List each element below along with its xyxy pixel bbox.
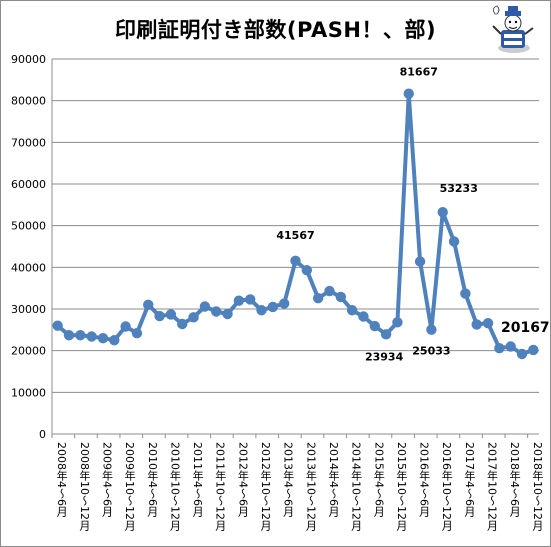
x-tick-label: 2017年10〜12月 xyxy=(486,442,499,531)
data-point xyxy=(324,285,335,297)
y-tick-label: 0 xyxy=(39,428,46,441)
x-tick-label: 2011年4〜6月 xyxy=(191,442,204,517)
x-tick-label: 2018年10〜12月 xyxy=(531,442,544,531)
x-tick-label: 2012年10〜12月 xyxy=(259,442,272,531)
grid xyxy=(52,58,539,393)
data-point xyxy=(290,255,301,267)
data-label: 20167 xyxy=(501,320,550,336)
x-tick-label: 2015年10〜12月 xyxy=(395,442,408,531)
data-point xyxy=(120,321,131,332)
data-label: 23934 xyxy=(365,350,404,363)
data-point xyxy=(392,317,403,328)
data-point xyxy=(369,320,380,332)
x-tick-label: 2009年4〜6月 xyxy=(100,442,113,517)
data-point xyxy=(256,305,267,316)
x-tick-label: 2013年4〜6月 xyxy=(282,442,295,517)
x-tick-label: 2016年4〜6月 xyxy=(418,442,431,517)
data-point xyxy=(165,309,177,320)
x-tick-label: 2014年4〜6月 xyxy=(327,442,340,517)
data-point xyxy=(335,291,347,303)
y-tick-label: 20000 xyxy=(11,345,46,358)
data-point xyxy=(131,327,143,339)
data-point xyxy=(414,256,426,267)
data-point xyxy=(97,332,109,344)
data-point xyxy=(346,305,358,316)
series-line xyxy=(56,91,535,356)
x-tick-label: 2013年10〜12月 xyxy=(304,442,317,531)
data-label: 53233 xyxy=(440,182,478,195)
data-point xyxy=(426,324,437,335)
y-tick-label: 50000 xyxy=(11,220,46,233)
x-tick-labels: 2008年4〜6月 2008年10〜12月 2009年4〜6月 2009年10〜12月… xyxy=(55,442,544,531)
data-labels: 41567 23934 81667 25033 53233 20167 xyxy=(276,66,549,364)
x-tick-label: 2016年10〜12月 xyxy=(440,442,453,531)
data-point xyxy=(437,206,448,218)
data-point xyxy=(505,341,516,352)
data-point xyxy=(312,292,324,304)
data-point xyxy=(267,301,279,313)
x-tick-label: 2017年4〜6月 xyxy=(463,442,476,517)
y-tick-label: 60000 xyxy=(11,178,46,191)
data-point xyxy=(528,344,539,356)
x-tick-label: 2010年10〜12月 xyxy=(168,442,181,531)
data-point xyxy=(403,88,414,99)
y-tick-label: 70000 xyxy=(11,136,46,149)
data-point xyxy=(380,329,392,340)
data-point xyxy=(143,299,154,311)
data-point xyxy=(244,294,256,305)
x-tick-label: 2014年10〜12月 xyxy=(350,442,363,531)
x-tick-label: 2008年10〜12月 xyxy=(78,442,91,531)
x-tick-label: 2015年4〜6月 xyxy=(372,442,385,517)
data-point xyxy=(109,335,120,346)
y-tick-label: 80000 xyxy=(11,95,46,108)
data-point xyxy=(471,319,482,330)
y-tick-label: 90000 xyxy=(11,53,46,66)
data-point xyxy=(177,318,188,330)
y-tick-label: 10000 xyxy=(11,386,46,399)
data-point xyxy=(516,348,528,360)
data-label: 81667 xyxy=(400,66,438,79)
y-tick-labels: 0 10000 20000 30000 40000 50000 60000 70000 8000… xyxy=(11,53,46,441)
data-point xyxy=(358,311,369,322)
x-tick-label: 2012年4〜6月 xyxy=(236,442,249,517)
y-tick-label: 30000 xyxy=(11,303,46,316)
data-point xyxy=(278,298,290,309)
data-point xyxy=(482,317,494,329)
data-point xyxy=(494,342,505,354)
data-point xyxy=(460,288,471,299)
data-point xyxy=(75,330,86,341)
data-label: 41567 xyxy=(276,229,314,242)
data-point xyxy=(199,301,211,312)
data-point xyxy=(233,295,245,306)
chart-title: 印刷証明付き部数(PASH！、部) xyxy=(114,18,437,42)
data-point xyxy=(63,330,75,341)
mascot-icon xyxy=(492,5,534,53)
data-point xyxy=(86,331,97,342)
data-point xyxy=(188,312,199,323)
x-tick-label: 2010年4〜6月 xyxy=(146,442,159,517)
data-point xyxy=(222,308,233,320)
data-label: 25033 xyxy=(412,345,450,358)
x-tick-label: 2008年4〜6月 xyxy=(55,442,68,517)
x-tick-label: 2011年10〜12月 xyxy=(214,442,227,531)
y-tick-label: 40000 xyxy=(11,261,46,274)
axes xyxy=(51,59,539,438)
x-tick-label: 2018年4〜6月 xyxy=(508,442,521,517)
series xyxy=(52,88,539,360)
data-point xyxy=(154,310,165,322)
data-point xyxy=(52,320,63,331)
x-tick-label: 2009年10〜12月 xyxy=(123,442,136,531)
data-point xyxy=(448,236,460,247)
data-point xyxy=(211,306,222,317)
data-point xyxy=(301,265,313,276)
